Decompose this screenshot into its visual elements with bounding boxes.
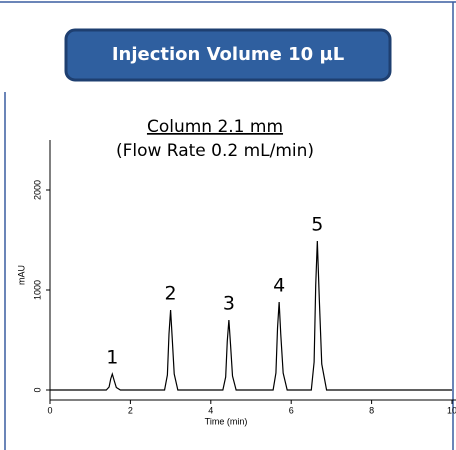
y-axis-label: mAU [16,265,26,285]
x-tick-label: 8 [369,405,374,415]
peak-label: 1 [106,347,118,369]
peak-label: 2 [165,283,177,305]
peak-label: 3 [223,293,235,315]
y-tick-label: 1000 [32,280,42,300]
chart-title: Column 2.1 mm [147,117,283,137]
banner: Injection Volume 10 µL [112,44,344,65]
chart-subtitle: (Flow Rate 0.2 mL/min) [116,141,314,161]
x-tick-label: 2 [128,405,133,415]
peak-label: 4 [273,275,285,297]
banner-box [64,28,392,82]
x-tick-label: 0 [47,405,52,415]
trace [50,240,452,391]
x-tick-label: 6 [289,405,294,415]
x-tick-label: 10 [447,405,456,415]
peak-label: 5 [311,214,323,236]
x-tick-label: 4 [208,405,213,415]
y-tick-label: 0 [32,387,42,392]
x-axis-label: Time (min) [205,416,248,426]
y-tick-label: 2000 [32,180,42,200]
